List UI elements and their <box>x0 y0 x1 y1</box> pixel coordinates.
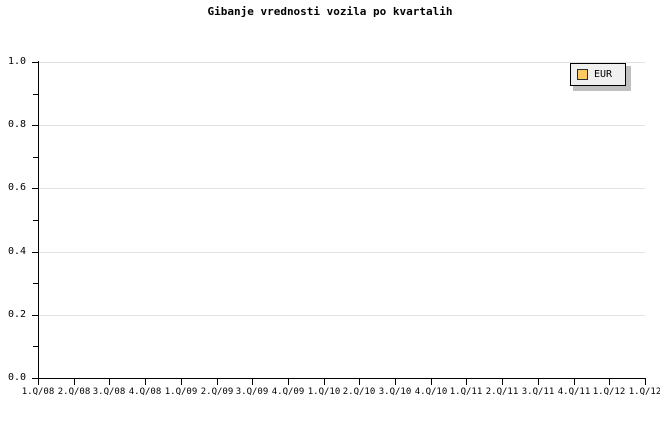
x-axis-tick <box>109 379 110 385</box>
legend-swatch-eur <box>577 69 588 80</box>
x-axis-tick <box>609 379 610 385</box>
y-axis-minor-tick <box>33 156 38 158</box>
x-axis-label: 2.Q/11 <box>485 387 519 397</box>
gridline <box>38 188 645 190</box>
x-axis-label: 4.Q/09 <box>271 387 305 397</box>
y-axis-label: 0.2 <box>7 308 26 320</box>
x-axis-tick <box>38 379 39 385</box>
x-axis-tick <box>181 379 182 385</box>
x-axis-tick <box>217 379 218 385</box>
x-axis-tick <box>645 379 646 385</box>
gridline <box>38 314 645 316</box>
x-axis-label: 4.Q/08 <box>128 387 162 397</box>
x-axis-tick <box>466 379 467 385</box>
y-axis-line <box>38 61 39 379</box>
y-axis-label: 1.0 <box>7 56 26 67</box>
y-axis-label: 0.0 <box>7 372 26 383</box>
y-axis-minor-tick <box>33 220 38 221</box>
series-layer <box>38 62 645 378</box>
x-axis-label: 1.Q/08 <box>21 387 55 397</box>
x-axis-label: 3.Q/11 <box>521 387 555 397</box>
x-axis-label: 1.Q/12 <box>628 387 660 397</box>
x-axis-tick <box>502 379 503 385</box>
x-axis-label: 1.Q/10 <box>307 387 341 397</box>
x-axis-label: 4.Q/10 <box>414 387 448 397</box>
x-axis-label: 1.Q/11 <box>449 387 483 397</box>
legend-label-eur: EUR <box>594 68 613 80</box>
x-axis-tick <box>145 379 146 385</box>
gridline <box>38 125 645 127</box>
y-axis-label: 0.6 <box>7 182 26 194</box>
y-axis-tick <box>32 314 38 316</box>
x-axis-label: 1.Q/12 <box>592 387 626 397</box>
x-axis-tick <box>74 379 75 385</box>
x-axis-tick <box>395 379 396 385</box>
y-axis-tick <box>32 62 38 63</box>
plot-area <box>38 62 645 379</box>
x-axis-tick <box>324 379 325 385</box>
x-axis-tick <box>252 379 253 385</box>
y-axis-minor-tick <box>33 93 38 95</box>
x-axis-label: 4.Q/11 <box>557 387 591 397</box>
x-axis-label: 2.Q/08 <box>57 387 91 397</box>
x-axis-tick <box>288 379 289 385</box>
x-axis-label: 3.Q/08 <box>92 387 126 397</box>
y-axis-label: 0.8 <box>7 119 26 131</box>
x-axis-tick <box>431 379 432 385</box>
x-axis-label: 1.Q/09 <box>164 387 198 397</box>
x-axis-label: 2.Q/10 <box>342 387 376 397</box>
chart-title: Gibanje vrednosti vozila po kvartalih <box>207 5 453 18</box>
x-axis-label: 3.Q/09 <box>235 387 269 397</box>
x-axis-label: 3.Q/10 <box>378 387 412 397</box>
x-axis-label: 2.Q/09 <box>200 387 234 397</box>
y-axis-minor-tick <box>33 283 38 285</box>
y-axis-tick <box>32 188 38 190</box>
x-axis-tick <box>359 379 360 385</box>
gridline <box>38 251 645 253</box>
y-axis-tick <box>32 125 38 127</box>
x-axis-tick <box>574 379 575 385</box>
y-axis-minor-tick <box>33 346 38 348</box>
gridline <box>38 62 645 63</box>
x-axis-line <box>38 378 646 379</box>
y-axis-tick <box>32 378 38 379</box>
y-axis-tick <box>32 251 38 253</box>
x-axis-tick <box>538 379 539 385</box>
y-axis-label: 0.4 <box>7 245 26 257</box>
chart-legend[interactable]: EUR <box>570 63 626 86</box>
